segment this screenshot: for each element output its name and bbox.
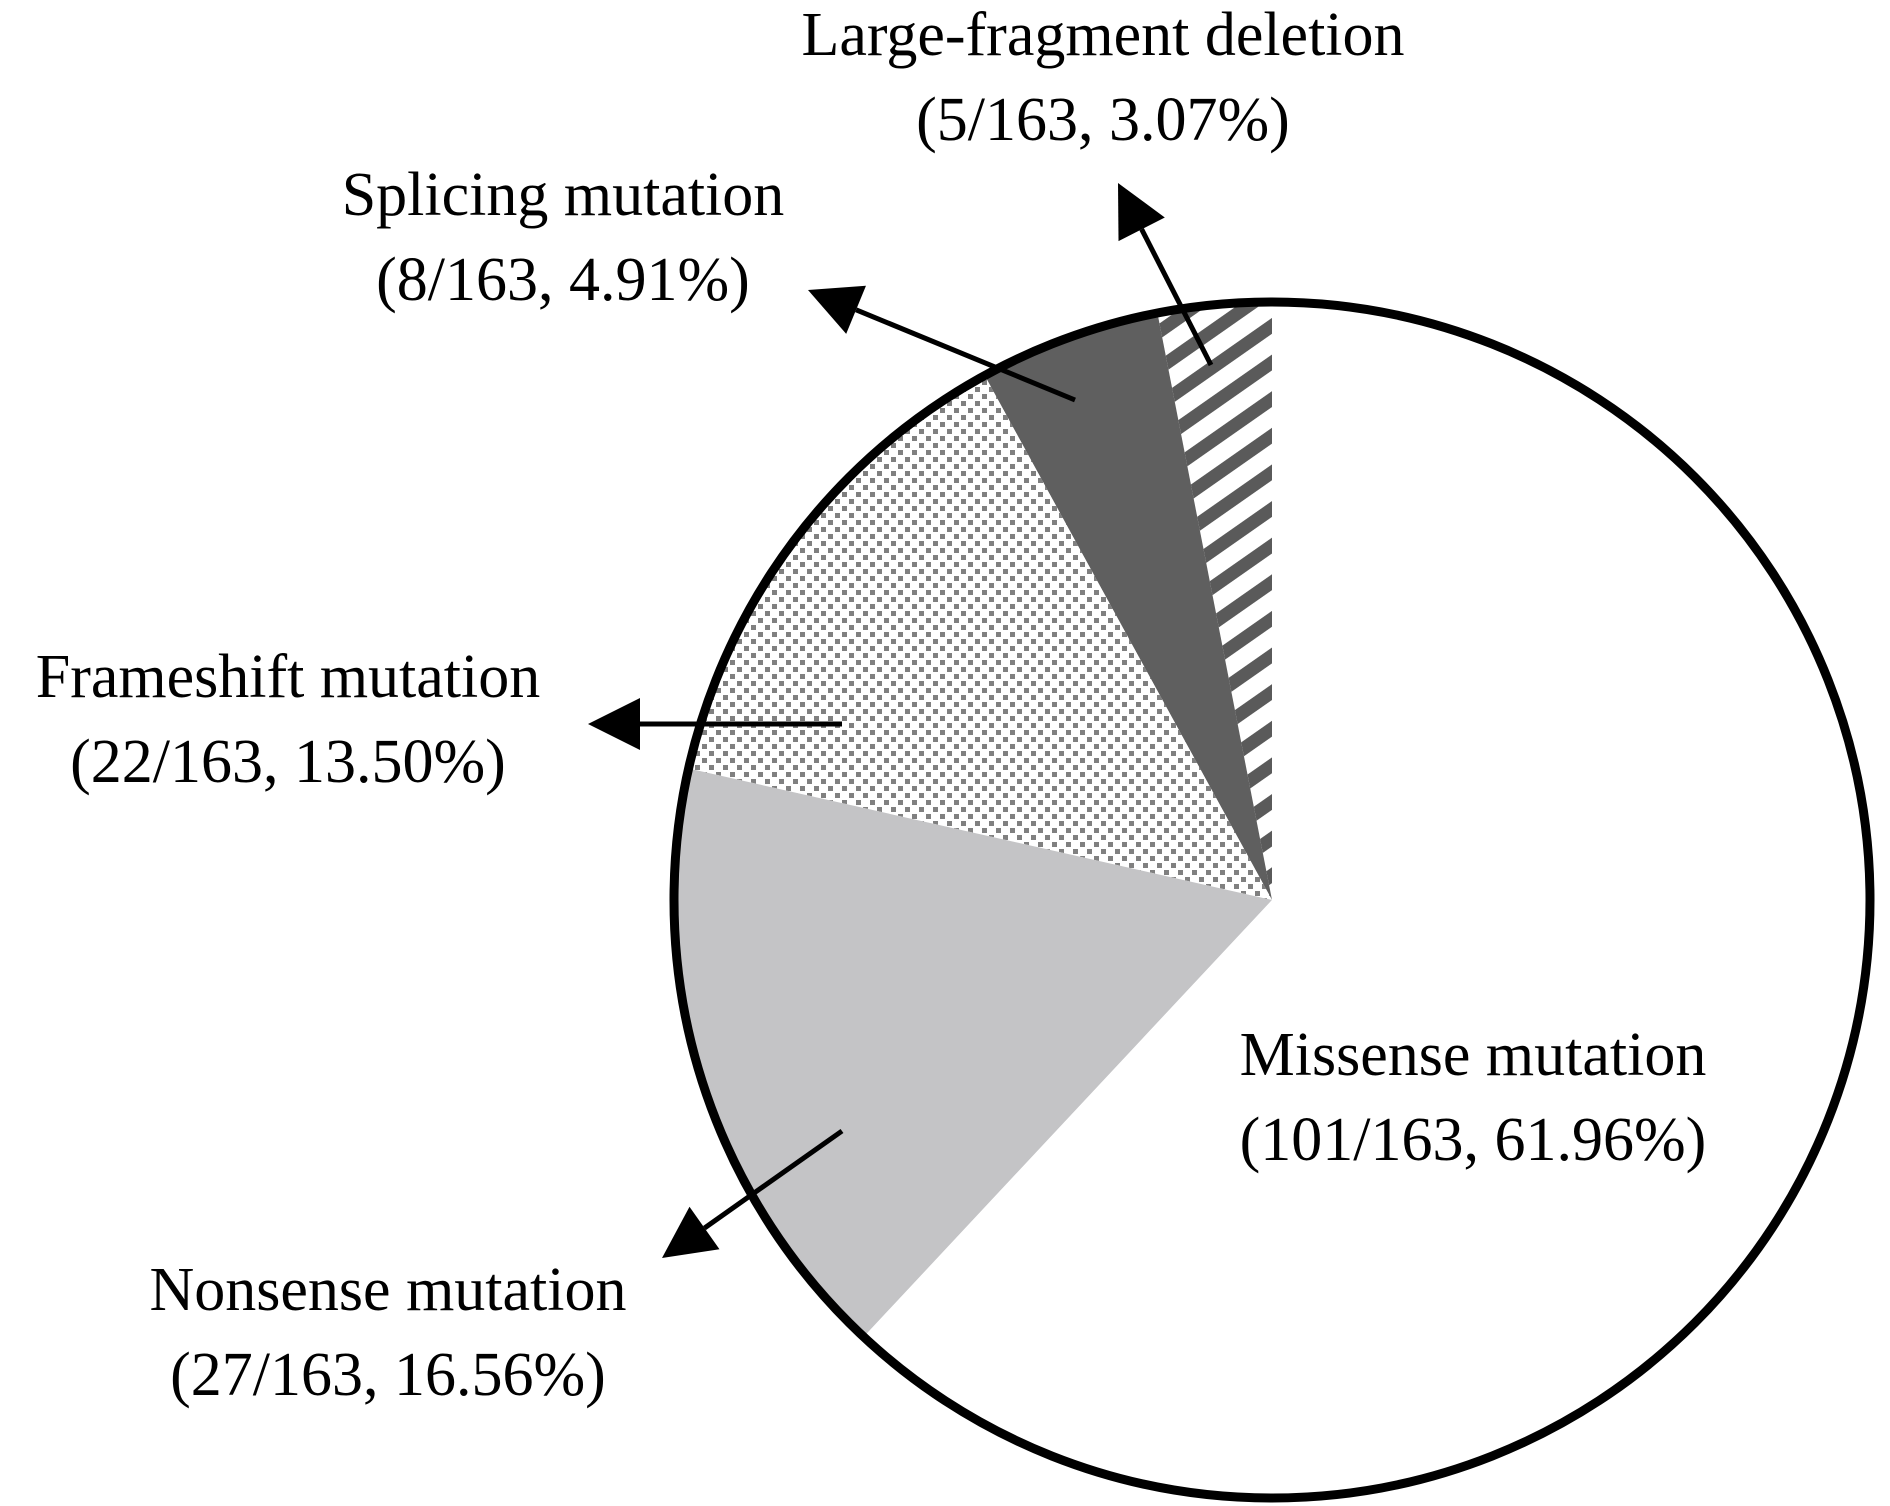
arrow-nonsense-mutation bbox=[662, 1128, 844, 1258]
label-frameshift-mutation-count: (22/163, 13.50%) bbox=[70, 728, 506, 796]
label-missense-mutation: Missense mutation bbox=[1240, 1021, 1707, 1089]
pie-slice-frameshift-mutation bbox=[688, 375, 1272, 900]
arrow-splicing-mutation bbox=[808, 285, 1076, 403]
arrow-large-fragment-deletion bbox=[1118, 183, 1214, 367]
label-splicing-mutation-count: (8/163, 4.91%) bbox=[376, 246, 750, 314]
pie-slice-splicing-mutation bbox=[984, 313, 1272, 900]
label-missense-mutation-count: (101/163, 61.96%) bbox=[1240, 1106, 1707, 1174]
pie-slice-missense-mutation bbox=[863, 302, 1870, 1498]
label-large-fragment-deletion: Large-fragment deletion bbox=[801, 1, 1404, 69]
pie-slices bbox=[674, 302, 1870, 1498]
label-large-fragment-deletion-count: (5/163, 3.07%) bbox=[916, 86, 1290, 154]
label-splicing-mutation: Splicing mutation bbox=[342, 161, 785, 229]
arrow-frameshift-mutation bbox=[588, 698, 842, 750]
pie-slice-large-fragment-deletion bbox=[1157, 302, 1272, 900]
label-nonsense-mutation: Nonsense mutation bbox=[150, 1256, 627, 1324]
label-frameshift-mutation: Frameshift mutation bbox=[36, 643, 541, 711]
leader-arrows bbox=[588, 183, 1214, 1258]
pie-slice-nonsense-mutation bbox=[674, 768, 1272, 1337]
label-nonsense-mutation-count: (27/163, 16.56%) bbox=[170, 1341, 606, 1409]
pie-outline bbox=[669, 297, 1875, 1503]
